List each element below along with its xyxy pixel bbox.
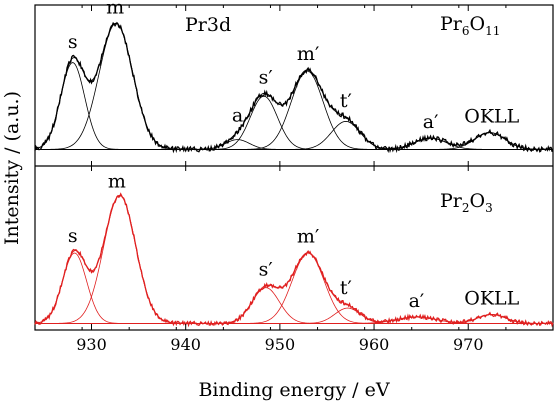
x-tick-label: 960 — [359, 335, 390, 354]
sample-label-top-el1: Pr — [440, 13, 463, 35]
spectrum-top — [34, 21, 554, 154]
peak-label-bottom: m′ — [297, 226, 319, 248]
sample-label-top-sub1: 6 — [462, 24, 470, 38]
sample-label-top-sub2: 11 — [485, 24, 500, 38]
peak-label-bottom: t′ — [340, 277, 352, 299]
bottom-panel: s m s′ m′ t′ a′ OKLL — [34, 170, 554, 328]
sample-label-bottom-el1: Pr — [440, 190, 463, 212]
region-label: Pr3d — [185, 14, 231, 36]
fit-envelope-top — [34, 22, 553, 150]
fit-component-top-7 — [35, 132, 553, 150]
fit-component-bottom-5 — [35, 316, 553, 324]
fit-component-top-1 — [35, 22, 553, 150]
peak-label-top: m — [106, 0, 124, 18]
y-axis-title: Intensity / (a.u.) — [1, 91, 23, 245]
peak-label-top: a′ — [423, 111, 439, 133]
peak-label-bottom: a′ — [409, 290, 425, 312]
sample-label-bottom-sub2: 3 — [485, 201, 493, 215]
plot-frame — [34, 4, 554, 331]
x-tick-label: 930 — [76, 335, 107, 354]
fit-component-bottom-4 — [35, 307, 553, 324]
fit-envelope-bottom — [34, 194, 553, 324]
peak-label-bottom: s′ — [259, 259, 273, 281]
x-axis-title: Binding energy / eV — [198, 379, 389, 401]
sample-label-top-el2: O — [470, 13, 486, 35]
fit-component-top-6 — [35, 137, 553, 150]
peak-label-top: t′ — [340, 90, 352, 112]
sample-label-top: Pr6O11 — [440, 13, 500, 38]
sample-label-bottom: Pr2O3 — [440, 190, 493, 215]
peak-label-top: m′ — [297, 43, 319, 65]
peak-label-top: s′ — [259, 66, 273, 88]
peak-label-bottom: m — [108, 170, 126, 192]
peak-label-top: a — [232, 105, 243, 127]
sample-label-bottom-el2: O — [470, 190, 486, 212]
x-tick-label: 950 — [265, 335, 296, 354]
peak-label-top: s — [68, 31, 78, 53]
peak-label-top: OKLL — [464, 106, 519, 128]
peak-label-bottom: OKLL — [464, 288, 519, 310]
top-panel: s m a s′ m′ t′ a′ OKLL — [34, 0, 554, 154]
peak-label-bottom: s — [68, 225, 78, 247]
x-axis: 930 940 950 960 970 — [34, 5, 554, 354]
sample-label-bottom-sub1: 2 — [462, 201, 470, 215]
x-tick-label: 940 — [170, 335, 201, 354]
x-tick-label: 970 — [453, 335, 484, 354]
